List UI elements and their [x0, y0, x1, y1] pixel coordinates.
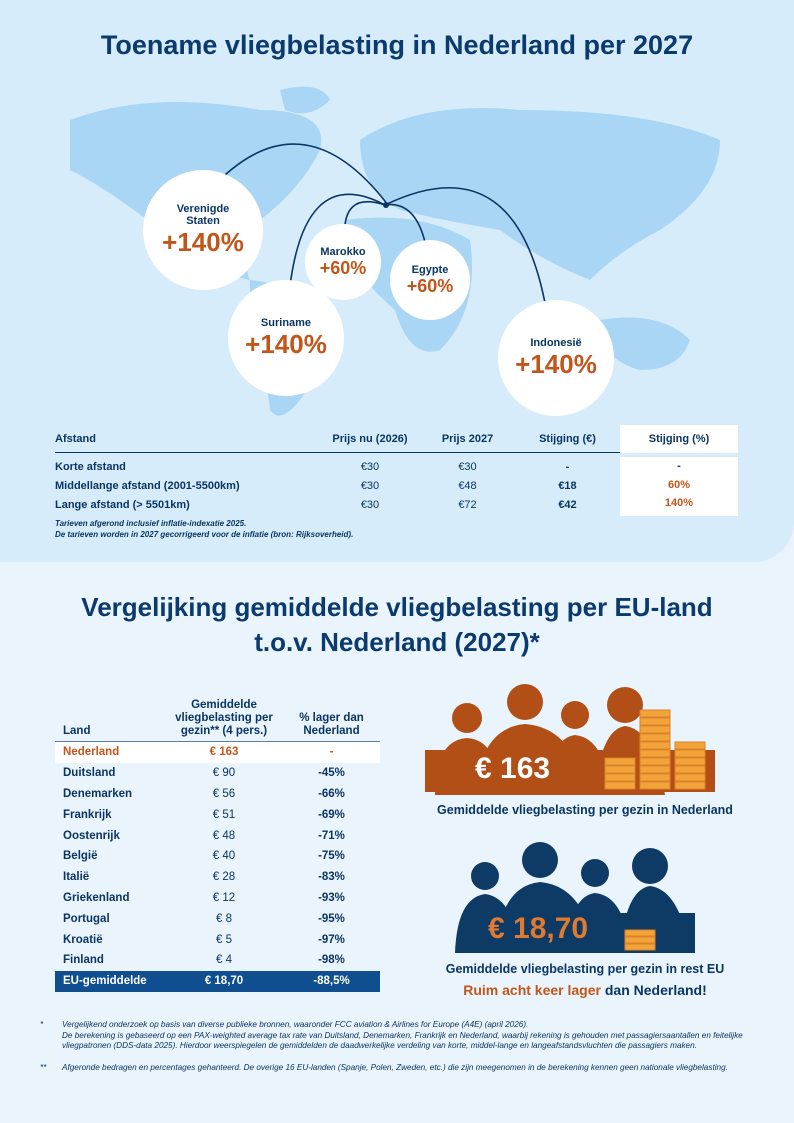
table-row: Oostenrijk € 48 -71% — [55, 825, 380, 846]
header-land: Land — [63, 725, 91, 737]
table-row: EU-gemiddelde € 18,70 -88,5% — [55, 970, 380, 992]
table-cell: € 48 — [212, 829, 236, 842]
table-row: Finland € 4 -98% — [55, 950, 380, 971]
table-cell: -95% — [318, 912, 345, 925]
destination-marokko: Marokko +60% — [305, 224, 381, 300]
table-cell: € 51 — [212, 808, 236, 821]
table-cell: Oostenrijk — [63, 829, 120, 842]
table-cell: Frankrijk — [63, 808, 112, 821]
table-row: Korte afstand €30 €30- - — [55, 457, 738, 476]
table-cell: -83% — [318, 871, 345, 884]
table-cell: Kroatië — [63, 933, 103, 946]
table-cell: Griekenland — [63, 891, 130, 904]
eu-subcaption: Ruim acht keer lager dan Nederland! — [463, 982, 707, 998]
header-prijs-nu: Prijs nu (2026) — [332, 432, 408, 445]
table-row: Portugal € 8 -95% — [55, 908, 380, 929]
table-cell: € 90 — [212, 767, 236, 780]
table-cell: -69% — [318, 808, 345, 821]
eu-amount: € 18,70 — [488, 912, 589, 945]
table-cell: -75% — [318, 850, 345, 863]
table-cell: -45% — [318, 767, 345, 780]
eu-caption: Gemiddelde vliegbelasting per gezin in r… — [445, 962, 725, 976]
table-cell: - — [329, 746, 334, 759]
table-row: Frankrijk € 51 -69% — [55, 804, 380, 825]
table-row: Denemarken € 56 -66% — [55, 784, 380, 805]
table-cell: € 12 — [212, 891, 236, 904]
table-cell: -98% — [318, 954, 345, 967]
header-prijs-2027: Prijs 2027 — [441, 432, 494, 445]
table-cell: -97% — [318, 933, 345, 946]
table-cell: € 40 — [212, 850, 236, 863]
table-cell: Nederland — [63, 746, 120, 759]
header-gemiddelde: Gemiddelde vliegbelasting per gezin** (4… — [175, 699, 273, 737]
table-cell: € 18,70 — [204, 975, 244, 988]
table-cell: € 28 — [212, 871, 236, 884]
destination-egypte: Egypte +60% — [390, 240, 470, 320]
family-silhouette-nl — [425, 684, 715, 795]
table-cell: -88,5% — [313, 975, 350, 988]
table-cell: -66% — [318, 787, 345, 800]
family-silhouette-eu — [455, 842, 695, 953]
table-cell: Finland — [63, 954, 104, 967]
destination-verenigde-staten: Verenigde Staten +140% — [143, 170, 263, 290]
nl-caption: Gemiddelde vliegbelasting per gezin in N… — [437, 803, 733, 817]
table-cell: EU-gemiddelde — [63, 975, 147, 988]
page-title: Toename vliegbelasting in Nederland per … — [100, 30, 694, 60]
table-note: De tarieven worden in 2027 gecorrigeerd … — [55, 530, 354, 539]
header-pct-lager: % lager dan Nederland — [299, 712, 364, 737]
table-cell: Italië — [63, 871, 90, 884]
footnote-1: * Vergelijkend onderzoek op basis van div… — [40, 1020, 743, 1051]
header-stijging-euro: Stijging (€) — [539, 432, 596, 445]
tax-increase-table: Afstand Prijs nu (2026) Prijs 2027 Stijging… — [55, 424, 738, 540]
table-row: Griekenland € 12 -93% — [55, 888, 380, 909]
table-cell: € 4 — [216, 954, 232, 967]
nl-amount: € 163 — [475, 752, 551, 785]
section-title-2: t.o.v. Nederland (2027)* — [254, 627, 540, 657]
table-cell: Duitsland — [63, 767, 116, 780]
table-cell: € 8 — [216, 912, 232, 925]
table-row: België € 40 -75% — [55, 846, 380, 867]
table-note: Tarieven afgerond inclusief inflatie-ind… — [55, 519, 247, 528]
table-row: Kroatië € 5 -97% — [55, 929, 380, 950]
table-cell: Denemarken — [63, 787, 133, 800]
table-row: Lange afstand (> 5501km) €30 €72 €42 140% — [55, 493, 738, 516]
destination-suriname: Suriname +140% — [228, 280, 344, 396]
table-cell: -71% — [318, 829, 345, 842]
table-row: Middellange afstand (2001-5500km) €30 €48 €… — [55, 476, 738, 495]
footnote-2: ** Afgeronde bedragen en percentages geha… — [40, 1063, 728, 1072]
header-stijging-pct: Stijging (%) — [620, 424, 738, 453]
header-afstand: Afstand — [55, 432, 96, 445]
table-cell: België — [63, 850, 98, 863]
table-row: Italië € 28 -83% — [55, 867, 380, 888]
table-cell: € 5 — [216, 933, 232, 946]
table-cell: Portugal — [63, 912, 110, 925]
table-row: Duitsland € 90 -45% — [55, 763, 380, 784]
table-cell: -93% — [318, 891, 345, 904]
table-cell: € 163 — [209, 746, 239, 759]
eu-comparison-table: Land Gemiddelde vliegbelasting per gezin*… — [55, 690, 380, 992]
table-row: Nederland € 163 - — [55, 742, 380, 763]
table-cell: € 56 — [212, 787, 236, 800]
destination-indonesie: Indonesië +140% — [498, 300, 614, 416]
section-title: Vergelijking gemiddelde vliegbelasting p… — [81, 592, 713, 622]
